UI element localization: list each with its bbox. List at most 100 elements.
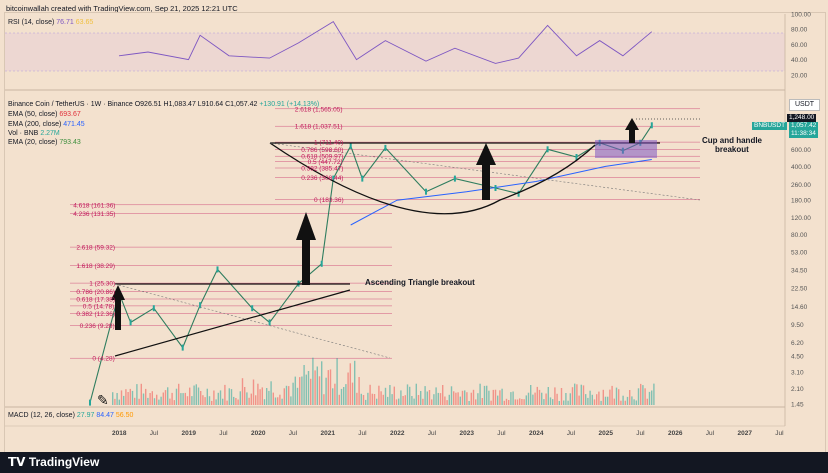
volume-bar [512,391,514,405]
candle [199,302,202,309]
fib-level-label: 0.382 (385.47) [301,166,343,173]
candle [494,185,497,191]
volume-bar [235,398,237,405]
volume-bar [602,389,604,405]
candle [268,319,271,326]
volume-bar [558,401,560,405]
cup-annotation-line2: breakout [715,145,749,154]
symbol-legend[interactable]: Binance Coin / TetherUS · 1W · Binance O… [8,100,319,110]
volume-bar [222,398,224,405]
volume-bar [301,376,303,405]
volume-bar [475,399,477,405]
currency-button[interactable]: USDT [789,99,821,111]
volume-bar [439,393,442,405]
volume-bar [508,400,510,405]
volume-bar [521,399,523,405]
time-tick-label: Jul [428,430,437,437]
volume-bar [607,396,609,405]
time-tick-label: Jul [358,430,367,437]
rsi-axis: 100.00 80.00 60.00 40.00 20.00 [791,12,811,80]
fib-level-label: 1.618 (1,037.51) [295,124,343,131]
volume-bar [615,387,618,405]
volume-bar [543,399,545,405]
indicator-legend-ema20[interactable]: EMA (20, close) 793.43 [8,138,81,148]
volume-bar [640,383,642,405]
rsi-tick-label: 40.00 [791,57,808,64]
volume-bar [644,388,646,405]
volume-bar [153,398,156,405]
volume-bar [204,397,206,405]
price-tick-label: 1.45 [791,402,804,409]
volume-bar [288,386,290,405]
volume-bar [505,398,508,405]
candle [349,142,352,149]
volume-bar [120,390,123,405]
fib-level-label: 1 (25.30) [89,281,115,288]
volume-bar [266,388,268,405]
volume-bar [296,387,299,405]
price-tick-label: 4.50 [791,354,804,361]
time-tick-label: 2025 [599,430,614,437]
volume-bar [336,358,338,405]
volume-bar [314,370,316,405]
volume-bar [420,391,422,405]
volume-bar [538,389,541,405]
volume-bar [578,395,580,405]
volume-bar [261,387,263,405]
volume-bar [624,400,626,405]
volume-bar [325,377,327,405]
candle [546,146,549,153]
volume-bar [431,399,433,405]
volume-bar [202,395,204,405]
volume-bar [277,397,279,405]
fib-level-label: 0.382 (12.36) [76,311,115,318]
macd-histogram-value: 56.50 [115,412,134,419]
candle [320,260,323,267]
fib-level-label: 0 (183.36) [314,197,344,204]
indicator-legend-volume[interactable]: Vol · BNB 2.27M [8,129,60,139]
volume-bar [173,400,175,405]
volume-bar [338,394,340,405]
volume-bar [215,399,217,405]
volume-bar [233,396,235,405]
volume-bar [642,385,644,405]
candle [453,175,456,182]
volume-bar [422,398,424,405]
volume-bar [582,385,585,405]
volume-bar [241,378,244,405]
time-tick-label: 2026 [668,430,683,437]
volume-bar [142,393,145,405]
volume-bar [285,385,288,405]
volume-bar [589,390,591,405]
volume-bar [565,393,567,405]
volume-bar [406,384,409,405]
time-tick-label: Jul [289,430,298,437]
volume-bar [389,385,391,405]
volume-bar [162,392,164,405]
indicator-label: EMA (20, close) [8,139,58,146]
indicator-legend-ema200[interactable]: EMA (200, close) 471.45 [8,120,85,130]
indicator-legend-ema50[interactable]: EMA (50, close) 693.67 [8,110,81,120]
high-value: H1,083.47 [163,101,196,108]
rsi-legend: RSI (14, close) 76.71 63.65 [8,18,93,28]
time-tick-label: 2027 [738,430,753,437]
volume-bar [334,383,336,405]
volume-bar [140,383,142,405]
volume-bar [534,392,536,405]
volume-bar [541,392,543,405]
volume-bar [483,385,486,405]
fib-level-label: 4.618 (161.36) [73,202,115,209]
fib-level-label: 0.618 (17.38) [76,297,115,304]
volume-bar [587,397,589,405]
macd-legend[interactable]: MACD (12, 26, close) 27.97 84.47 56.50 [8,411,133,421]
volume-bar [160,396,162,405]
volume-bar [620,400,622,405]
indicator-label: EMA (50, close) [8,111,58,118]
volume-bar [593,399,596,405]
target-price-tag: 1,248.00 [787,114,817,122]
chart-canvas[interactable]: 2018 Jul 2019 Jul 2020 Jul 2021 Jul 2022 Jul 2023 J… [0,0,828,452]
candle [575,154,578,160]
volume-bar [248,397,250,405]
time-tick-label: Jul [567,430,576,437]
volume-bar [340,388,343,405]
